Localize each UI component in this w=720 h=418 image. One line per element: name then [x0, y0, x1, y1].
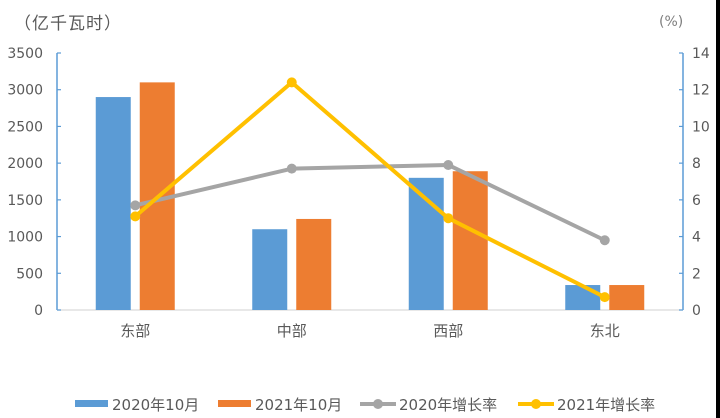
- left-axis-tick-label: 3500: [7, 46, 43, 62]
- legend-swatch-bar: [218, 400, 251, 407]
- left-axis-tick-label: 3000: [7, 83, 43, 99]
- bar-2020: [95, 97, 131, 310]
- left-axis-tick-label: 1500: [7, 193, 43, 209]
- line-marker: [443, 213, 454, 224]
- left-axis-tick-label: 0: [34, 303, 43, 319]
- left-axis-tick-label: 2000: [7, 156, 43, 172]
- bar-2021: [452, 171, 488, 310]
- line-marker: [599, 235, 610, 246]
- bar-2020: [252, 229, 288, 310]
- right-axis-unit-label: (%): [659, 14, 684, 30]
- right-axis-tick-label: 4: [692, 230, 701, 246]
- right-edge-border: [716, 0, 720, 418]
- bar-2021: [609, 285, 645, 310]
- legend-label: 2020年增长率: [399, 396, 497, 414]
- right-axis-tick-label: 0: [692, 303, 701, 319]
- line-marker: [286, 163, 297, 174]
- legend-label: 2021年10月: [255, 396, 342, 414]
- right-axis-tick-label: 8: [692, 156, 701, 172]
- x-category-label: 东部: [120, 322, 150, 340]
- line-series-2021-growth: [133, 80, 606, 299]
- x-category-label: 东北: [590, 322, 620, 340]
- line-marker: [130, 211, 141, 222]
- line-series-2020-growth: [134, 162, 606, 243]
- bar-2021: [296, 218, 332, 310]
- line-marker: [443, 159, 454, 170]
- legend-swatch-bar: [75, 400, 108, 407]
- left-axis-tick-label: 1000: [7, 230, 43, 246]
- legend-label: 2021年增长率: [557, 396, 655, 414]
- line-marker: [599, 292, 610, 303]
- legend-swatch-marker: [531, 399, 541, 409]
- legend-swatch-marker: [373, 399, 383, 409]
- right-axis-tick-label: 12: [692, 83, 710, 99]
- left-axis-tick-label: 2500: [7, 119, 43, 135]
- x-category-label: 西部: [433, 322, 463, 340]
- line-marker: [286, 77, 297, 88]
- legend-label: 2020年10月: [112, 396, 199, 414]
- bar-2020: [565, 285, 601, 310]
- right-axis-tick-label: 6: [692, 193, 701, 209]
- x-category-label: 中部: [277, 322, 307, 340]
- left-axis-unit-label: （亿千瓦时）: [14, 14, 122, 34]
- right-axis-tick-label: 14: [692, 46, 710, 62]
- right-axis-tick-label: 10: [692, 119, 710, 135]
- line-marker: [130, 200, 141, 211]
- right-axis-tick-label: 2: [692, 266, 701, 282]
- left-axis-tick-label: 500: [16, 266, 43, 282]
